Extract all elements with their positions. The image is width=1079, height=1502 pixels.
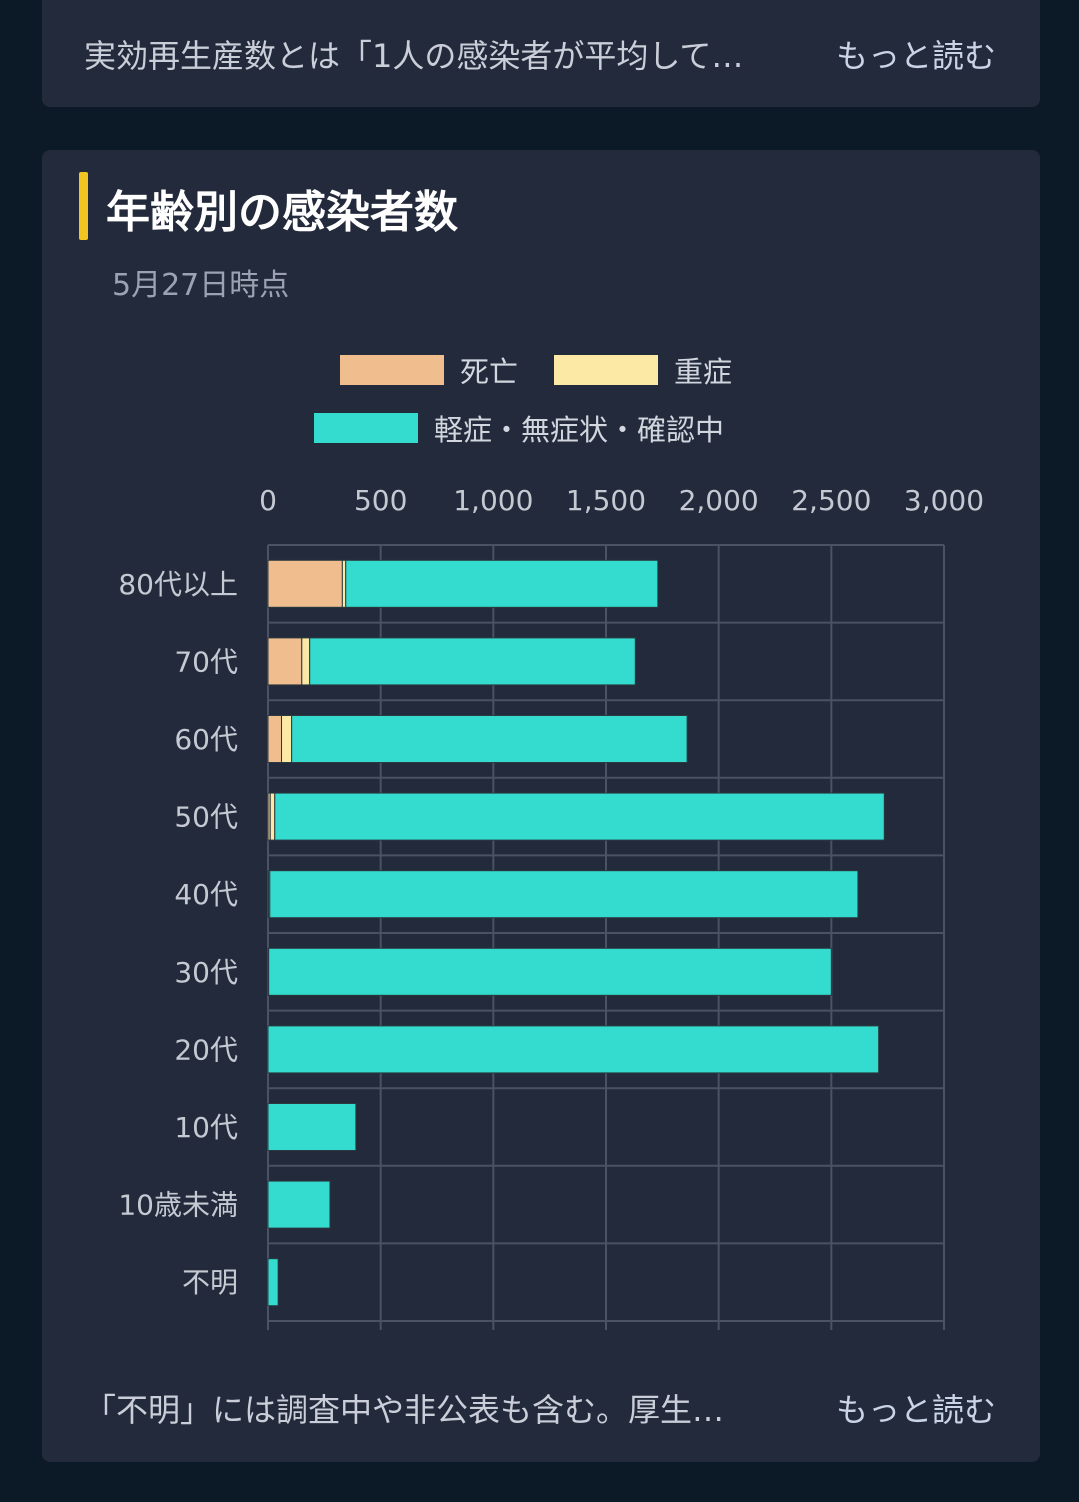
bar-segment-mild[interactable] <box>267 1103 357 1151</box>
legend-swatch-severe <box>554 355 658 385</box>
summary-text: 実効再生産数とは「1人の感染者が平均して… <box>84 37 744 75</box>
bar-segment-death[interactable] <box>267 559 343 608</box>
legend-label-mild: 軽症・無症状・確認中 <box>434 413 725 447</box>
age-cases-card: 年齢別の感染者数 5月27日時点 死亡 重症 軽症・無症状・確認中 0 500 1,… <box>42 150 1040 1462</box>
bar-segment-mild[interactable] <box>309 637 636 686</box>
bar-segment-mild[interactable] <box>291 715 688 763</box>
summary-row: 実効再生産数とは「1人の感染者が平均して… もっと読む <box>42 30 1040 78</box>
footnote-text: 「不明」には調査中や非公表も含む。厚生… <box>84 1391 725 1429</box>
footnote-row: 「不明」には調査中や非公表も含む。厚生… もっと読む <box>42 1384 1040 1432</box>
x-tick-label: 500 <box>354 484 407 517</box>
read-more-link[interactable]: もっと読む <box>835 37 996 75</box>
bar-segment-death[interactable] <box>267 715 283 763</box>
category-label: 20代 <box>174 1033 238 1066</box>
bar-segment-mild[interactable] <box>345 559 659 608</box>
bar-segment-death[interactable] <box>267 637 303 686</box>
bar-segment-mild[interactable] <box>267 1258 279 1307</box>
chart-title: 年齢別の感染者数 <box>106 187 458 238</box>
category-label: 80代以上 <box>118 568 238 601</box>
category-label: 30代 <box>174 956 238 989</box>
bar-segment-severe[interactable] <box>269 792 276 841</box>
bar-segment-mild[interactable] <box>268 947 832 996</box>
bar-segment-mild[interactable] <box>274 792 885 841</box>
x-tick-label: 1,500 <box>566 484 646 517</box>
category-label: 60代 <box>174 723 238 756</box>
legend-swatch-death <box>340 355 444 385</box>
x-tick-label: 0 <box>259 484 277 517</box>
legend-item-death[interactable]: 死亡 <box>340 349 518 391</box>
bar-chart: 0 500 1,000 1,500 2,000 2,500 3,000 80代以上 70代 60代… <box>118 484 984 1330</box>
category-label: 10歳未満 <box>118 1189 238 1222</box>
legend-label-death: 死亡 <box>460 355 519 389</box>
legend-item-mild[interactable]: 軽症・無症状・確認中 <box>314 407 724 449</box>
x-tick-label: 3,000 <box>904 484 984 517</box>
read-more-link[interactable]: もっと読む <box>835 1391 996 1429</box>
bar-segment-mild[interactable] <box>267 1180 331 1229</box>
category-label: 50代 <box>174 801 238 834</box>
x-tick-label: 2,500 <box>791 484 871 517</box>
bar-segment-mild[interactable] <box>267 1025 880 1074</box>
x-tick-label: 1,000 <box>453 484 533 517</box>
legend-item-severe[interactable]: 重症 <box>554 349 732 391</box>
x-tick-label: 2,000 <box>679 484 759 517</box>
reproduction-number-card: 実効再生産数とは「1人の感染者が平均して… もっと読む <box>42 0 1040 107</box>
category-label: 不明 <box>182 1266 238 1299</box>
bar-segment-severe[interactable] <box>341 559 347 608</box>
category-label: 70代 <box>174 645 238 678</box>
bar-segment-severe[interactable] <box>281 715 293 763</box>
bar-segment-mild[interactable] <box>269 870 859 919</box>
category-label: 10代 <box>174 1111 238 1144</box>
bar-segment-severe[interactable] <box>301 637 311 686</box>
title-accent-bar <box>79 172 88 240</box>
category-label: 40代 <box>174 878 238 911</box>
legend-label-severe: 重症 <box>674 355 733 389</box>
chart-subtitle: 5月27日時点 <box>112 268 290 303</box>
legend-swatch-mild <box>314 413 418 443</box>
